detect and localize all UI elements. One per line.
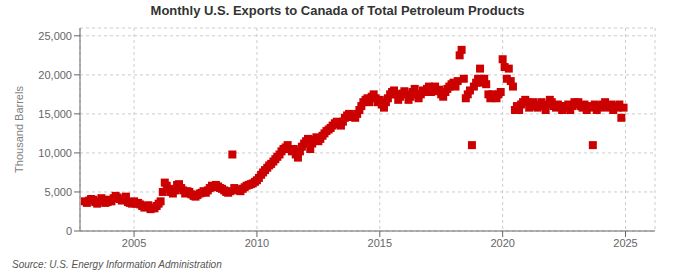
svg-text:2010: 2010 — [245, 237, 269, 249]
html-text:Source: U.S. Energy Informatio: Source: U.S. Energy Information Administ… — [12, 259, 222, 270]
svg-text:2025: 2025 — [613, 237, 637, 249]
svg-text:10,000: 10,000 — [38, 147, 72, 159]
svg-text:Thousand Barrels: Thousand Barrels — [13, 86, 25, 173]
svg-text:2015: 2015 — [368, 237, 392, 249]
html-text:Monthly U.S. Exports to Canada: Monthly U.S. Exports to Canada of Total … — [150, 3, 525, 18]
svg-text:5,000: 5,000 — [44, 186, 72, 198]
svg-text:0: 0 — [66, 225, 72, 237]
svg-text:20,000: 20,000 — [38, 69, 72, 81]
svg-text:2020: 2020 — [490, 237, 514, 249]
svg-text:15,000: 15,000 — [38, 108, 72, 120]
svg-text:25,000: 25,000 — [38, 30, 72, 42]
svg-text:2005: 2005 — [122, 237, 146, 249]
